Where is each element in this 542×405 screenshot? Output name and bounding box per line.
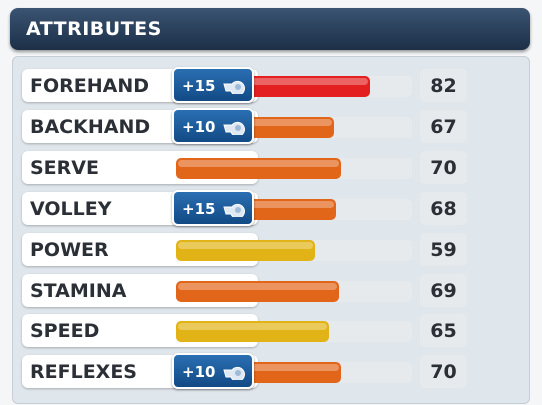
bar-track xyxy=(176,280,412,302)
attribute-value: 69 xyxy=(430,279,457,302)
bar-fill xyxy=(176,280,339,302)
value-box: 65 xyxy=(420,314,467,348)
boost-label: +15 xyxy=(182,199,216,218)
bar-track xyxy=(176,321,412,343)
boost-label: +10 xyxy=(182,117,216,136)
value-box: 67 xyxy=(420,109,467,143)
boost-badge: +10 xyxy=(172,107,254,144)
boost-label: +10 xyxy=(182,363,216,382)
boost-badge: +15 xyxy=(172,189,254,226)
value-box: 70 xyxy=(420,355,467,389)
boost-badge: +15 xyxy=(172,67,254,103)
whistle-icon xyxy=(223,121,245,135)
attribute-name: POWER xyxy=(30,238,109,261)
boost-badge: +10 xyxy=(172,353,254,390)
value-box: 82 xyxy=(420,69,467,102)
attribute-value: 70 xyxy=(430,361,457,384)
bar-fill xyxy=(176,239,316,261)
value-box: 59 xyxy=(420,232,467,266)
attribute-value: 70 xyxy=(430,156,457,179)
header: ATTRIBUTES xyxy=(10,8,530,50)
value-box: 68 xyxy=(420,191,467,225)
whistle-icon xyxy=(223,367,245,381)
attribute-value: 67 xyxy=(430,115,457,138)
panel xyxy=(12,56,530,404)
value-box: 70 xyxy=(420,150,467,184)
boost-label: +15 xyxy=(182,77,216,95)
attribute-name: FOREHAND xyxy=(30,75,150,97)
attribute-value: 65 xyxy=(430,320,457,343)
attribute-name: REFLEXES xyxy=(30,361,137,384)
attribute-name: SPEED xyxy=(30,320,100,343)
bar-fill xyxy=(176,157,342,179)
whistle-icon xyxy=(223,203,245,217)
whistle-icon xyxy=(223,80,245,94)
bar-track xyxy=(176,239,412,261)
attribute-value: 59 xyxy=(430,238,457,261)
value-box: 69 xyxy=(420,273,467,307)
attribute-name: SERVE xyxy=(30,156,99,179)
attribute-name: STAMINA xyxy=(30,279,127,302)
title: ATTRIBUTES xyxy=(26,18,162,40)
attribute-name: BACKHAND xyxy=(30,115,151,138)
bar-track xyxy=(176,157,412,179)
bar-fill xyxy=(176,321,330,343)
attribute-value: 68 xyxy=(430,197,457,220)
attribute-value: 82 xyxy=(430,75,457,97)
attribute-name: VOLLEY xyxy=(30,197,112,220)
